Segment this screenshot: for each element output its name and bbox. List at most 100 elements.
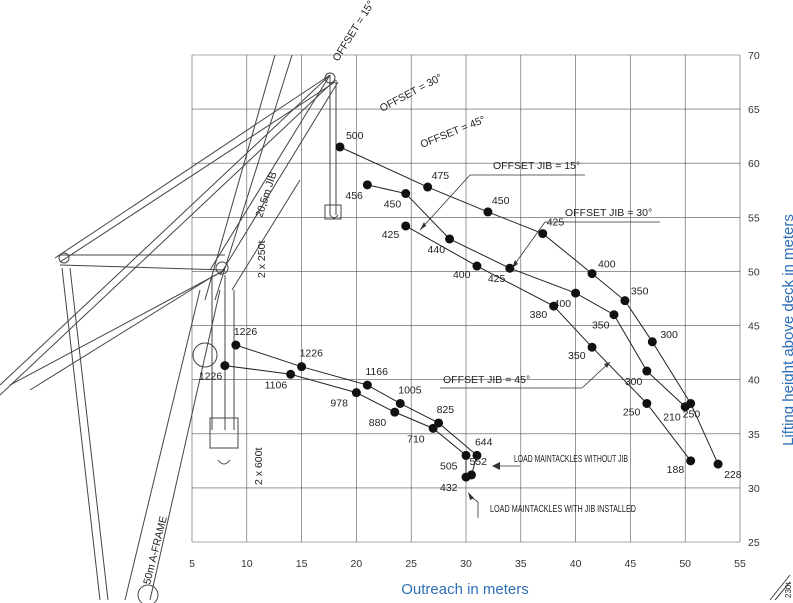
offset-15-annotation: OFFSET = 15° [330,0,377,64]
data-point [362,180,372,190]
x-tick-label: 40 [570,558,582,570]
data-point [351,388,361,398]
x-tick-label: 45 [625,558,637,570]
x-tick-label: 50 [679,558,691,570]
y-axis-ticks: 25 30 35 40 45 50 55 60 65 70 [748,50,760,549]
data-point [220,361,230,371]
legend-jib-15: OFFSET JIB = 15° [419,160,585,231]
data-point-label: 440 [428,244,446,256]
data-point [647,337,657,347]
data-point-label: 300 [660,329,678,341]
data-point-label: 228 [724,469,742,481]
data-point-label: 825 [437,404,455,416]
x-axis-title: Outreach in meters [401,581,529,598]
data-point-label: 350 [592,320,610,332]
data-point-label: 1106 [265,379,288,391]
data-point [461,472,471,482]
corner-230t-annotation: 230t [784,582,793,598]
data-point-label: 188 [667,464,685,476]
data-point-label: 552 [469,456,487,468]
x-tick-label: 30 [460,558,472,570]
x-axis-ticks: 5 10 15 20 25 30 35 40 45 50 55 [189,558,746,570]
data-point-label: 300 [625,376,643,388]
series-curve-2 [405,225,692,462]
tackle-250t-annotation: 2 x 250t [256,241,268,278]
y-tick-label: 55 [748,212,760,224]
x-tick-label: 10 [241,558,253,570]
data-point [686,456,696,466]
data-point-label: 1226 [234,326,258,338]
y-tick-label: 65 [748,104,760,116]
data-point [434,418,444,428]
data-point [587,342,597,352]
x-tick-label: 15 [296,558,308,570]
jib-length-annotation: 20,5m JIB [253,170,279,219]
y-tick-label: 70 [748,50,760,62]
data-point-label: 1226 [300,348,324,360]
y-axis-title: Lifting height above deck in meters [780,214,793,446]
data-point-label: 1166 [365,366,388,378]
legend-without-jib: LOAD MAINTACKLES WITHOUT JIB [492,453,628,470]
x-tick-label: 20 [351,558,363,570]
data-point-label: 425 [382,229,400,241]
data-point-label: 350 [568,350,586,362]
data-point [538,229,548,239]
a-frame-annotation: 50m A-FRAME [141,515,170,586]
load-curves [224,146,719,478]
data-point-label: 425 [488,273,506,285]
data-point [286,369,296,379]
data-point [461,450,471,460]
legend-with-jib-line1: LOAD MAINTACKLES WITH JIB INSTALLED [490,503,636,515]
data-point-label: 400 [598,259,616,271]
data-point [395,398,405,408]
y-tick-label: 60 [748,158,760,170]
chart-grid [191,54,741,543]
data-point-label: 505 [440,460,458,472]
offset-45-annotation: OFFSET = 45° [419,114,488,151]
data-point [571,288,581,298]
series-curve-1 [367,184,686,408]
data-point-label: 250 [683,408,701,420]
data-point [642,366,652,376]
data-point [642,398,652,408]
data-point [483,207,493,217]
y-tick-label: 45 [748,321,760,333]
y-tick-label: 40 [748,375,760,387]
data-point [231,340,241,350]
data-point-label: 425 [547,217,565,229]
data-point-label: 475 [432,170,450,182]
y-tick-label: 25 [748,537,760,549]
data-point [713,459,723,469]
data-point-label: 644 [475,436,493,448]
y-tick-label: 35 [748,429,760,441]
data-point-label: 456 [345,190,363,202]
data-point-label: 350 [631,286,649,298]
data-point-label: 978 [330,398,348,410]
data-point-label: 500 [346,130,364,142]
data-point [472,450,482,460]
series-curve-0 [339,146,719,465]
data-point [472,261,482,271]
data-point-label: 400 [453,269,471,281]
data-point [609,310,619,320]
data-point [390,407,400,417]
legend-jib-45: OFFSET JIB = 45° [440,361,611,389]
data-point [549,301,559,311]
data-point [401,221,411,231]
data-point [620,296,630,306]
x-tick-label: 5 [189,558,195,570]
legend-without-jib-line1: LOAD MAINTACKLES WITHOUT JIB [514,453,628,465]
data-point-label: 880 [369,417,387,429]
data-point-label: 432 [440,482,458,494]
data-point [505,263,515,273]
data-point-label: 450 [384,199,402,211]
data-point-label: 210 [663,412,681,424]
legend-jib-30-label: OFFSET JIB = 30° [565,207,652,219]
legend-jib-30: OFFSET JIB = 30° [511,207,660,269]
data-point-label: 710 [407,433,425,445]
data-point-label: 1226 [199,371,223,383]
data-point [297,362,307,372]
data-point [445,234,455,244]
data-point [335,142,345,152]
